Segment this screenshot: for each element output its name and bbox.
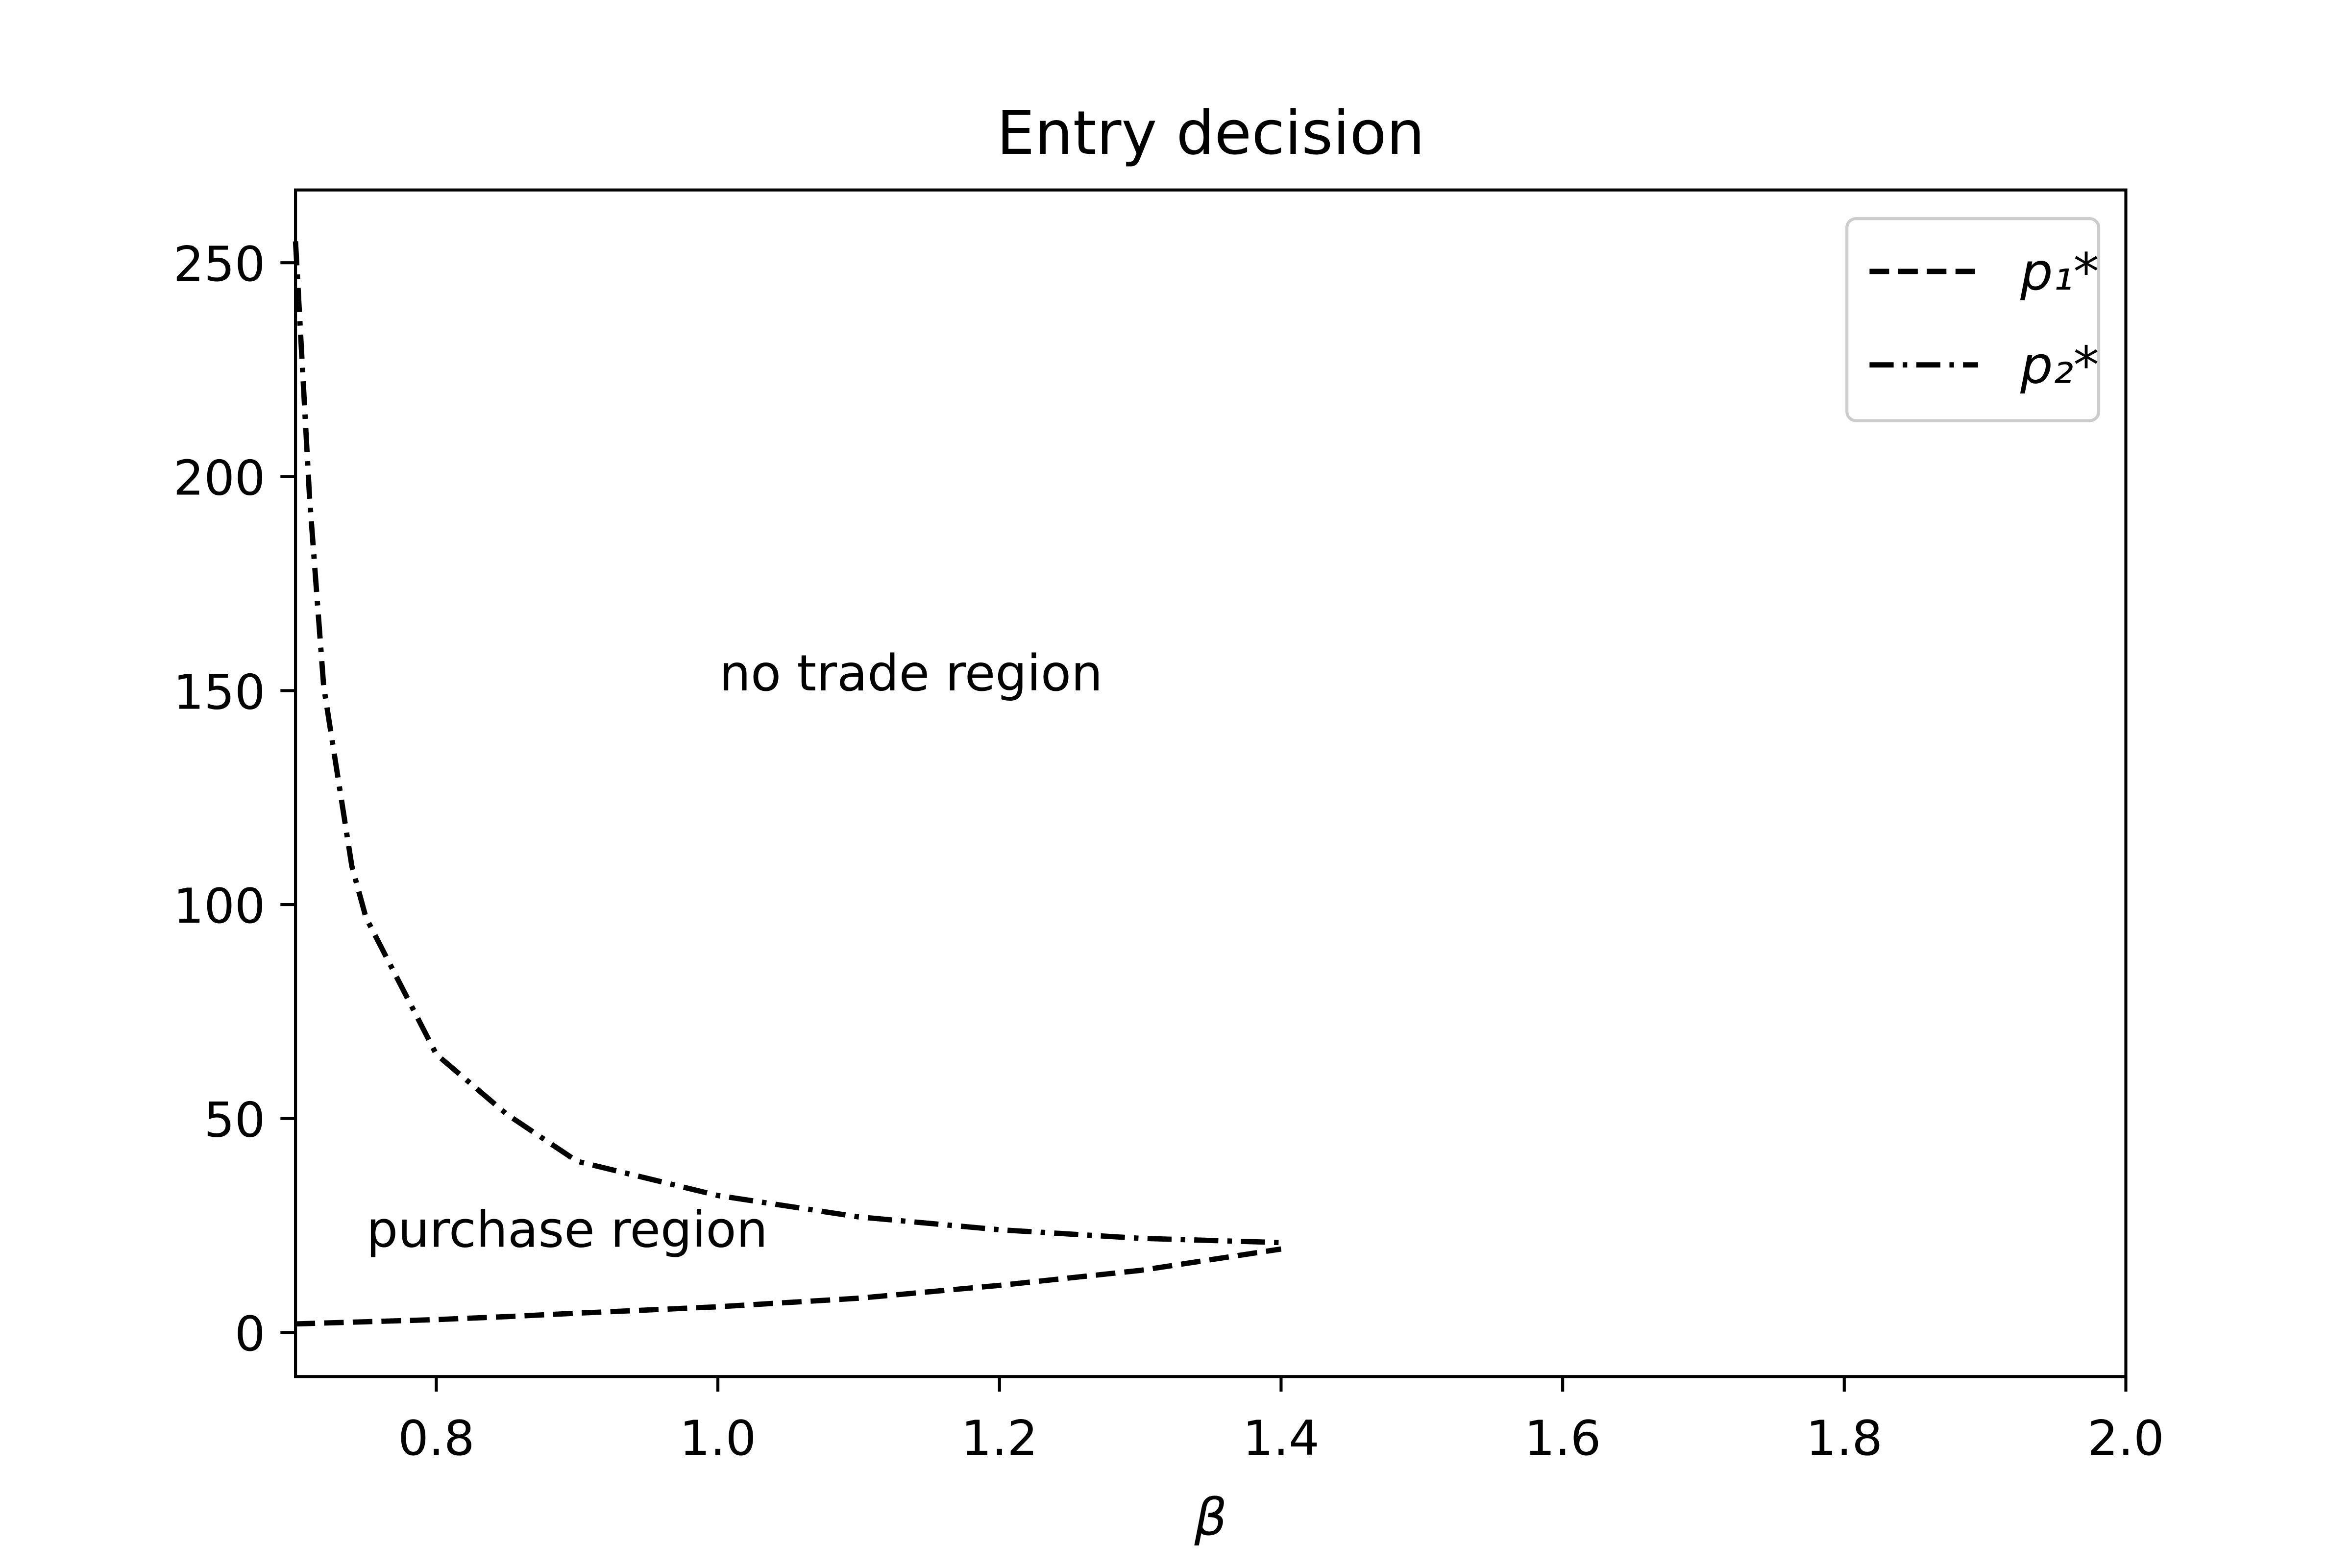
x-tick-label: 0.8 [398,1411,475,1467]
x-tick-label: 1.6 [1524,1411,1601,1467]
y-tick-label: 250 [173,237,266,293]
y-tick-label: 50 [204,1093,265,1149]
legend: p₁* p₂* [1845,217,2101,422]
x-axis-label: β [1194,1487,1227,1547]
y-tick-label: 100 [173,879,266,934]
series-line [295,1246,1282,1327]
x-tick-label: 1.4 [1243,1411,1320,1467]
legend-label: p₁* [2020,242,2099,302]
annotation: purchase region [367,1201,768,1259]
annotation: no trade region [719,644,1103,702]
x-tick-label: 1.8 [1806,1411,1883,1467]
y-tick-label: 0 [235,1306,266,1362]
plot-frame [294,188,2128,1378]
y-tick-label: 150 [173,664,266,720]
x-tick-label: 2.0 [2087,1411,2164,1467]
x-tick-label: 1.0 [680,1411,757,1467]
legend-label: p₂* [2020,336,2099,395]
y-tick-label: 200 [173,451,266,507]
x-tick-label: 1.2 [961,1411,1038,1467]
chart-title: Entry decision [997,98,1425,169]
